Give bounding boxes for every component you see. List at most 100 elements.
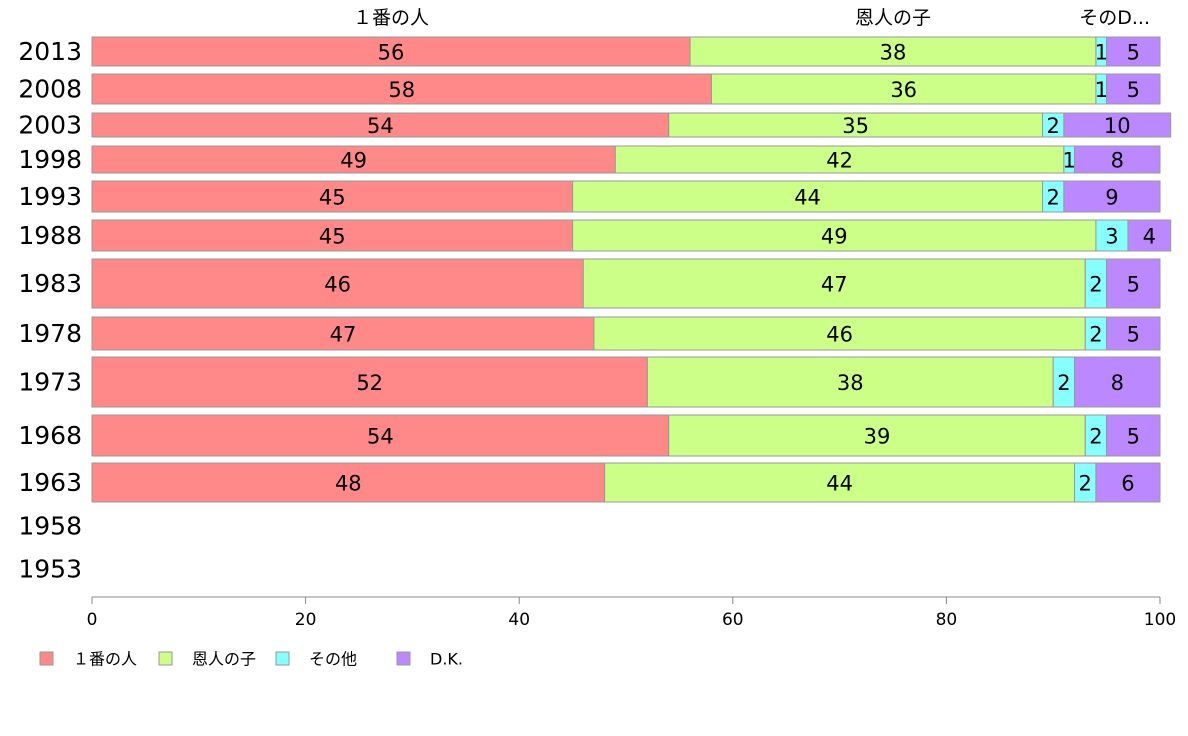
data-label-1998-s2: 1	[1063, 149, 1076, 173]
bar-segment-1963-s3	[1095, 462, 1161, 503]
bar-segment-2013-s1	[689, 36, 1097, 67]
data-label-1968-s1: 39	[864, 425, 891, 449]
legend-label-2: その他	[309, 650, 357, 669]
data-label-1993-s3: 9	[1105, 186, 1118, 210]
data-label-2013-s3: 5	[1127, 41, 1140, 65]
data-label-2003-s3: 10	[1104, 114, 1131, 138]
data-label-1988-s3: 4	[1143, 225, 1156, 249]
data-label-1983-s1: 47	[821, 273, 848, 297]
category-label-2008: 2008	[18, 75, 82, 104]
data-label-2008-s3: 5	[1127, 78, 1140, 102]
bar-segment-1988-s0	[91, 219, 574, 252]
top-series-label-1: 恩人の子	[855, 7, 931, 29]
x-tick-label-40: 40	[508, 610, 530, 630]
data-label-2013-s1: 38	[880, 41, 907, 65]
x-tick-label-60: 60	[722, 610, 744, 630]
bar-segment-1993-s1	[572, 180, 1044, 213]
legend-swatch-3	[396, 651, 411, 666]
category-label-1958: 1958	[18, 512, 82, 541]
data-label-1993-s1: 44	[794, 186, 821, 210]
data-label-1978-s3: 5	[1127, 323, 1140, 347]
bar-segment-2008-s3	[1106, 73, 1161, 105]
category-label-1988: 1988	[18, 221, 82, 250]
bar-segment-1978-s3	[1106, 316, 1161, 351]
category-label-1973: 1973	[18, 368, 82, 397]
category-label-1983: 1983	[18, 269, 82, 298]
bar-segment-1993-s0	[91, 180, 574, 213]
bar-segment-1978-s0	[91, 316, 595, 351]
bar-segment-1988-s2	[1095, 219, 1129, 252]
data-label-1973-s2: 2	[1057, 371, 1070, 395]
category-label-1963: 1963	[18, 468, 82, 497]
data-label-1963-s3: 6	[1121, 472, 1134, 496]
data-label-1988-s1: 49	[821, 225, 848, 249]
data-label-1973-s0: 52	[356, 371, 383, 395]
bar-segment-1968-s0	[91, 414, 670, 457]
bar-segment-1983-s3	[1106, 258, 1161, 309]
data-label-1963-s1: 44	[826, 472, 853, 496]
data-label-1978-s2: 2	[1089, 323, 1102, 347]
legend-label-1: 恩人の子	[192, 650, 256, 669]
bar-segment-1988-s1	[572, 219, 1097, 252]
category-label-1993: 1993	[18, 182, 82, 211]
bar-segment-1988-s3	[1127, 219, 1172, 252]
data-label-2008-s0: 58	[388, 78, 415, 102]
data-label-1998-s3: 8	[1111, 149, 1124, 173]
bar-segment-1973-s3	[1074, 356, 1161, 408]
bar-segment-2008-s1	[710, 73, 1097, 105]
x-tick-label-100: 100	[1144, 610, 1176, 630]
bar-segment-1978-s1	[593, 316, 1086, 351]
data-label-1968-s3: 5	[1127, 425, 1140, 449]
data-label-1963-s2: 2	[1079, 472, 1092, 496]
bar-segment-1983-s1	[582, 258, 1086, 309]
data-label-2013-s2: 1	[1095, 41, 1108, 65]
category-label-1978: 1978	[18, 319, 82, 348]
data-label-1983-s0: 46	[324, 273, 351, 297]
data-label-1998-s0: 49	[340, 149, 367, 173]
data-label-1978-s1: 46	[826, 323, 853, 347]
bar-segment-1963-s0	[91, 462, 606, 503]
data-label-1988-s2: 3	[1105, 225, 1118, 249]
data-label-2013-s0: 56	[378, 41, 405, 65]
data-label-1973-s3: 8	[1111, 371, 1124, 395]
data-label-1983-s2: 2	[1089, 273, 1102, 297]
data-label-1993-s2: 2	[1047, 186, 1060, 210]
bar-segment-1998-s3	[1074, 145, 1161, 174]
x-tick-label-20: 20	[295, 610, 317, 630]
data-label-2003-s1: 35	[842, 114, 869, 138]
category-label-1998: 1998	[18, 145, 82, 174]
legend-swatch-2	[275, 651, 290, 666]
category-label-1968: 1968	[18, 421, 82, 450]
bar-segment-1968-s3	[1106, 414, 1161, 457]
legend-label-3: D.K.	[430, 650, 463, 669]
data-label-1978-s0: 47	[330, 323, 357, 347]
data-label-2008-s2: 1	[1095, 78, 1108, 102]
bar-segment-2013-s3	[1106, 36, 1161, 67]
bar-segment-2003-s3	[1063, 112, 1172, 138]
bar-segment-2013-s0	[91, 36, 691, 67]
data-label-2003-s2: 2	[1047, 114, 1060, 138]
data-label-1998-s1: 42	[826, 149, 853, 173]
bar-segment-1973-s0	[91, 356, 648, 408]
data-label-1993-s0: 45	[319, 186, 346, 210]
top-series-label-2: そのD...	[1079, 7, 1150, 29]
data-label-1988-s0: 45	[319, 225, 346, 249]
data-label-2008-s1: 36	[890, 78, 917, 102]
bar-segment-2003-s1	[668, 112, 1044, 138]
legend-swatch-1	[158, 651, 173, 666]
category-label-1953: 1953	[18, 555, 82, 584]
data-label-1968-s0: 54	[367, 425, 394, 449]
data-label-2003-s0: 54	[367, 114, 394, 138]
data-label-1963-s0: 48	[335, 472, 362, 496]
bar-segment-1998-s1	[614, 145, 1065, 174]
x-tick-label-80: 80	[936, 610, 958, 630]
category-label-2003: 2003	[18, 111, 82, 140]
legend-swatch-0	[39, 651, 54, 666]
bar-segment-1973-s1	[646, 356, 1054, 408]
bar-segment-1993-s3	[1063, 180, 1161, 213]
data-label-1968-s2: 2	[1089, 425, 1102, 449]
legend-label-0: １番の人	[73, 650, 137, 669]
data-label-1983-s3: 5	[1127, 273, 1140, 297]
